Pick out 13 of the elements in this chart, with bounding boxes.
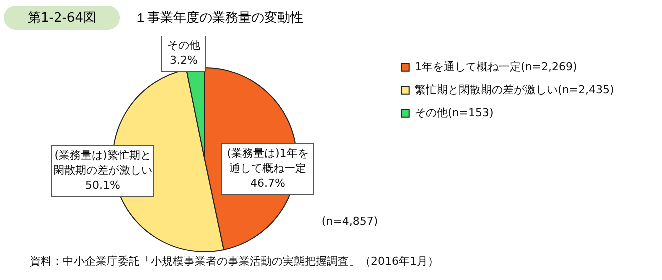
text: (業務量は)1年を通して概ね一定 (227, 147, 309, 175)
text: (n=4,857) (322, 215, 378, 228)
chart-title: 第1-2-64図 (4, 6, 120, 30)
text: その他 (168, 39, 200, 52)
data-label: 3.2% (170, 54, 198, 67)
text: 資料：中小企業庁委託「小規模事業者の事業活動の実態把握調査」（2016年1月） (30, 255, 439, 268)
data-label: 50.1% (86, 179, 120, 192)
chart-subtitle: １事業年度の業務量の変動性 (134, 10, 304, 27)
legend-label: その他(n=153) (415, 106, 494, 120)
legend-label: 1年を通して概ね一定(n=2,269) (415, 60, 578, 74)
text: (業務量は)繁忙期と閑散期の差が激しい (54, 149, 152, 177)
data-label: 46.7% (250, 177, 286, 190)
legend-label: 繁忙期と閑散期の差が激しい(n=2,435) (415, 84, 614, 96)
